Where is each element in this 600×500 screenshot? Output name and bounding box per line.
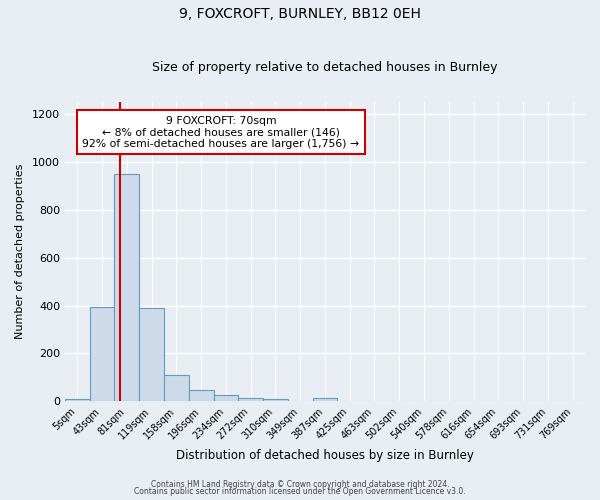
Text: 9, FOXCROFT, BURNLEY, BB12 0EH: 9, FOXCROFT, BURNLEY, BB12 0EH: [179, 8, 421, 22]
Bar: [238, 398, 263, 402]
Y-axis label: Number of detached properties: Number of detached properties: [15, 164, 25, 340]
Bar: [263, 399, 288, 402]
Bar: [65, 399, 89, 402]
Bar: [89, 306, 115, 402]
Text: Contains HM Land Registry data © Crown copyright and database right 2024.: Contains HM Land Registry data © Crown c…: [151, 480, 449, 489]
Bar: [214, 394, 238, 402]
Bar: [115, 174, 139, 402]
X-axis label: Distribution of detached houses by size in Burnley: Distribution of detached houses by size …: [176, 450, 474, 462]
Bar: [139, 308, 164, 402]
Bar: [189, 390, 214, 402]
Title: Size of property relative to detached houses in Burnley: Size of property relative to detached ho…: [152, 62, 498, 74]
Bar: [313, 398, 337, 402]
Text: Contains public sector information licensed under the Open Government Licence v3: Contains public sector information licen…: [134, 488, 466, 496]
Bar: [164, 375, 189, 402]
Text: 9 FOXCROFT: 70sqm
← 8% of detached houses are smaller (146)
92% of semi-detached: 9 FOXCROFT: 70sqm ← 8% of detached house…: [82, 116, 359, 148]
